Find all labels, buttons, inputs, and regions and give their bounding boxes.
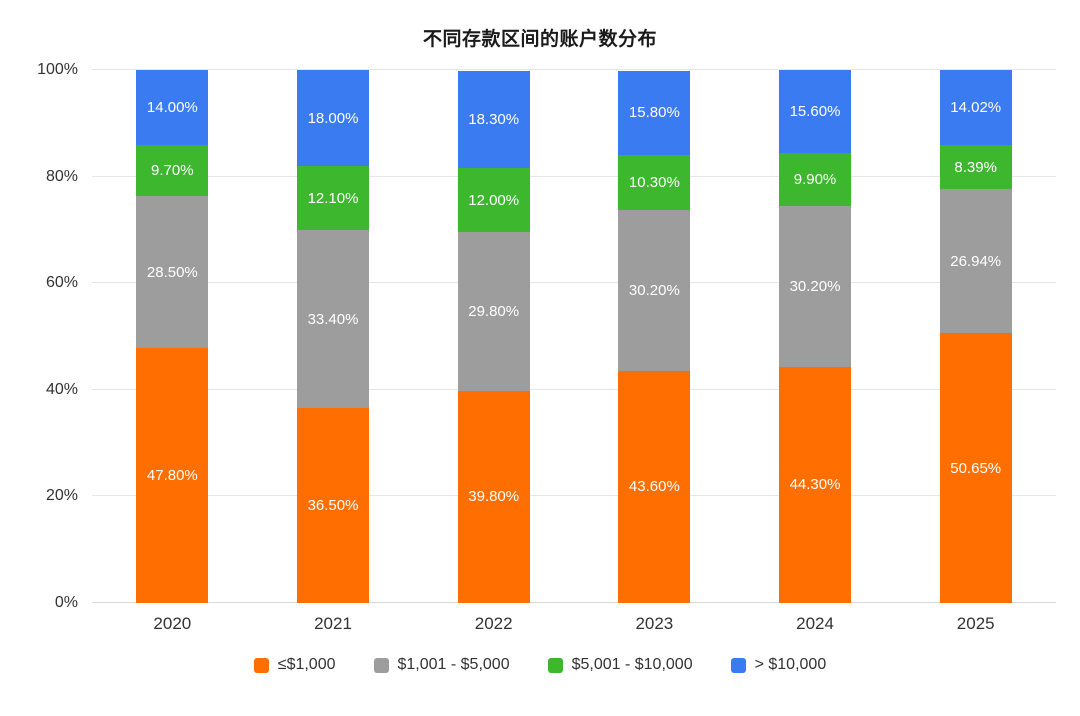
- segment-value-label: 50.65%: [950, 459, 1002, 477]
- x-tick-label: 2020: [153, 614, 192, 633]
- stacked-bar: 36.50% 33.40% 12.10% 18.00%: [297, 70, 369, 603]
- bar-segment[interactable]: 30.20%: [618, 209, 691, 371]
- gridline: [92, 282, 1056, 284]
- segment-value-label: 30.20%: [789, 277, 841, 295]
- bar-segment[interactable]: 29.80%: [457, 232, 530, 391]
- bar-segment[interactable]: 36.50%: [297, 408, 369, 603]
- y-tick-label: 40%: [45, 380, 78, 398]
- x-tick-label: 2023: [635, 614, 674, 633]
- segment-value-label: 8.39%: [954, 158, 997, 176]
- bar-segment[interactable]: 15.80%: [618, 70, 691, 155]
- legend: ≤$1,000 $1,001 - $5,000 $5,001 - $10,000 > …: [0, 656, 1080, 674]
- y-tick-label: 100%: [37, 61, 78, 78]
- segment-value-label: 44.30%: [789, 476, 841, 494]
- legend-label: > $10,000: [754, 656, 827, 673]
- segment-value-label: 26.94%: [950, 252, 1002, 270]
- stacked-bar: 43.60% 30.20% 10.30% 15.80%: [618, 70, 691, 603]
- legend-item[interactable]: $5,001 - $10,000: [547, 656, 693, 674]
- stacked-bar: 47.80% 28.50% 9.70% 14.00%: [136, 70, 209, 603]
- gridline: [92, 175, 1056, 177]
- bar-slot: 47.80% 28.50% 9.70% 14.00%: [92, 70, 253, 603]
- bar-segment[interactable]: 14.02%: [939, 70, 1012, 145]
- bar-segment[interactable]: 43.60%: [618, 370, 691, 603]
- bar-slot: 43.60% 30.20% 10.30% 15.80%: [574, 70, 735, 603]
- y-tick-label: 80%: [45, 167, 78, 185]
- segment-value-label: 47.80%: [146, 467, 198, 485]
- bar-segment[interactable]: 30.20%: [779, 205, 852, 367]
- bar-segment[interactable]: 39.80%: [457, 390, 530, 603]
- gridline: [92, 495, 1056, 497]
- bar-segment[interactable]: 9.90%: [779, 153, 852, 206]
- x-tick-label: 2022: [474, 614, 513, 633]
- legend-item[interactable]: > $10,000: [730, 656, 827, 674]
- bar-segment[interactable]: 33.40%: [297, 230, 369, 409]
- segment-value-label: 28.50%: [146, 263, 198, 281]
- x-tick-label: 2025: [956, 614, 995, 633]
- stacked-bar: 44.30% 30.20% 9.90% 15.60%: [779, 70, 852, 603]
- bar-slot: 44.30% 30.20% 9.90% 15.60%: [735, 70, 896, 603]
- segment-value-label: 9.70%: [151, 162, 194, 179]
- stacked-bar: 50.65% 26.94% 8.39% 14.02%: [939, 70, 1012, 603]
- bar-slot: 39.80% 29.80% 12.00% 18.30%: [413, 70, 574, 603]
- bar-segment[interactable]: 18.00%: [297, 70, 369, 166]
- segment-value-label: 14.00%: [146, 98, 198, 116]
- segment-value-label: 30.20%: [628, 281, 680, 299]
- segment-value-label: 33.40%: [307, 310, 359, 328]
- segment-value-label: 18.30%: [468, 110, 520, 128]
- legend-item[interactable]: $1,001 - $5,000: [373, 656, 510, 674]
- bar-segment[interactable]: 15.60%: [779, 70, 852, 154]
- plot-area: 47.80% 28.50% 9.70% 14.00% 36.50% 33.40% 12.10…: [92, 69, 1056, 603]
- bar-segment[interactable]: 28.50%: [136, 196, 209, 349]
- bar-segment[interactable]: 18.30%: [457, 70, 530, 169]
- segment-value-label: 14.02%: [950, 98, 1002, 116]
- segment-value-label: 39.80%: [468, 488, 520, 506]
- gridline: [92, 69, 1056, 70]
- gridline: [92, 602, 1056, 603]
- segment-value-label: 15.80%: [628, 104, 680, 122]
- stacked-bar: 39.80% 29.80% 12.00% 18.30%: [457, 70, 530, 603]
- y-axis: 0% 20% 40% 60% 80% 100%: [0, 62, 82, 611]
- y-tick-label: 60%: [45, 274, 78, 292]
- y-tick-label: 0%: [54, 594, 78, 611]
- segment-value-label: 36.50%: [307, 497, 359, 515]
- segment-value-label: 18.00%: [307, 109, 359, 127]
- bar-segment[interactable]: 9.70%: [136, 144, 209, 197]
- segment-value-label: 43.60%: [628, 478, 680, 496]
- gridline: [92, 388, 1056, 390]
- y-tick-label: 20%: [45, 487, 78, 505]
- bar-segment[interactable]: 14.00%: [136, 70, 209, 145]
- segment-value-label: 9.90%: [793, 171, 837, 189]
- segment-value-label: 29.80%: [468, 302, 520, 320]
- legend-item[interactable]: ≤$1,000: [253, 656, 336, 674]
- legend-swatch-icon: [373, 657, 389, 673]
- segment-value-label: 12.10%: [307, 189, 359, 207]
- legend-swatch-icon: [253, 657, 269, 673]
- legend-label: $5,001 - $10,000: [571, 656, 693, 673]
- legend-swatch-icon: [730, 657, 746, 673]
- segment-value-label: 12.00%: [468, 191, 520, 209]
- bar-segment[interactable]: 12.10%: [297, 165, 369, 231]
- bar-segment[interactable]: 44.30%: [779, 366, 852, 603]
- bars: 47.80% 28.50% 9.70% 14.00% 36.50% 33.40% 12.10…: [92, 70, 1056, 603]
- segment-value-label: 10.30%: [628, 173, 680, 191]
- bar-segment[interactable]: 10.30%: [618, 154, 691, 210]
- chart-title: 不同存款区间的账户数分布: [422, 29, 657, 50]
- x-tick-label: 2024: [796, 614, 834, 633]
- x-tick-label: 2021: [314, 614, 352, 633]
- bar-segment[interactable]: 26.94%: [939, 189, 1012, 334]
- legend-label: $1,001 - $5,000: [397, 656, 510, 673]
- bar-slot: 50.65% 26.94% 8.39% 14.02%: [895, 70, 1056, 603]
- bar-segment[interactable]: 50.65%: [939, 333, 1012, 603]
- bar-segment[interactable]: 47.80%: [136, 348, 209, 603]
- bar-segment[interactable]: 12.00%: [457, 168, 530, 233]
- legend-swatch-icon: [547, 657, 563, 673]
- legend-label: ≤$1,000: [277, 656, 336, 673]
- segment-value-label: 15.60%: [789, 103, 841, 121]
- bar-slot: 36.50% 33.40% 12.10% 18.00%: [253, 70, 414, 603]
- bar-segment[interactable]: 8.39%: [939, 144, 1012, 190]
- x-axis: 2020 2021 2022 2023 2024 2025: [92, 614, 1056, 640]
